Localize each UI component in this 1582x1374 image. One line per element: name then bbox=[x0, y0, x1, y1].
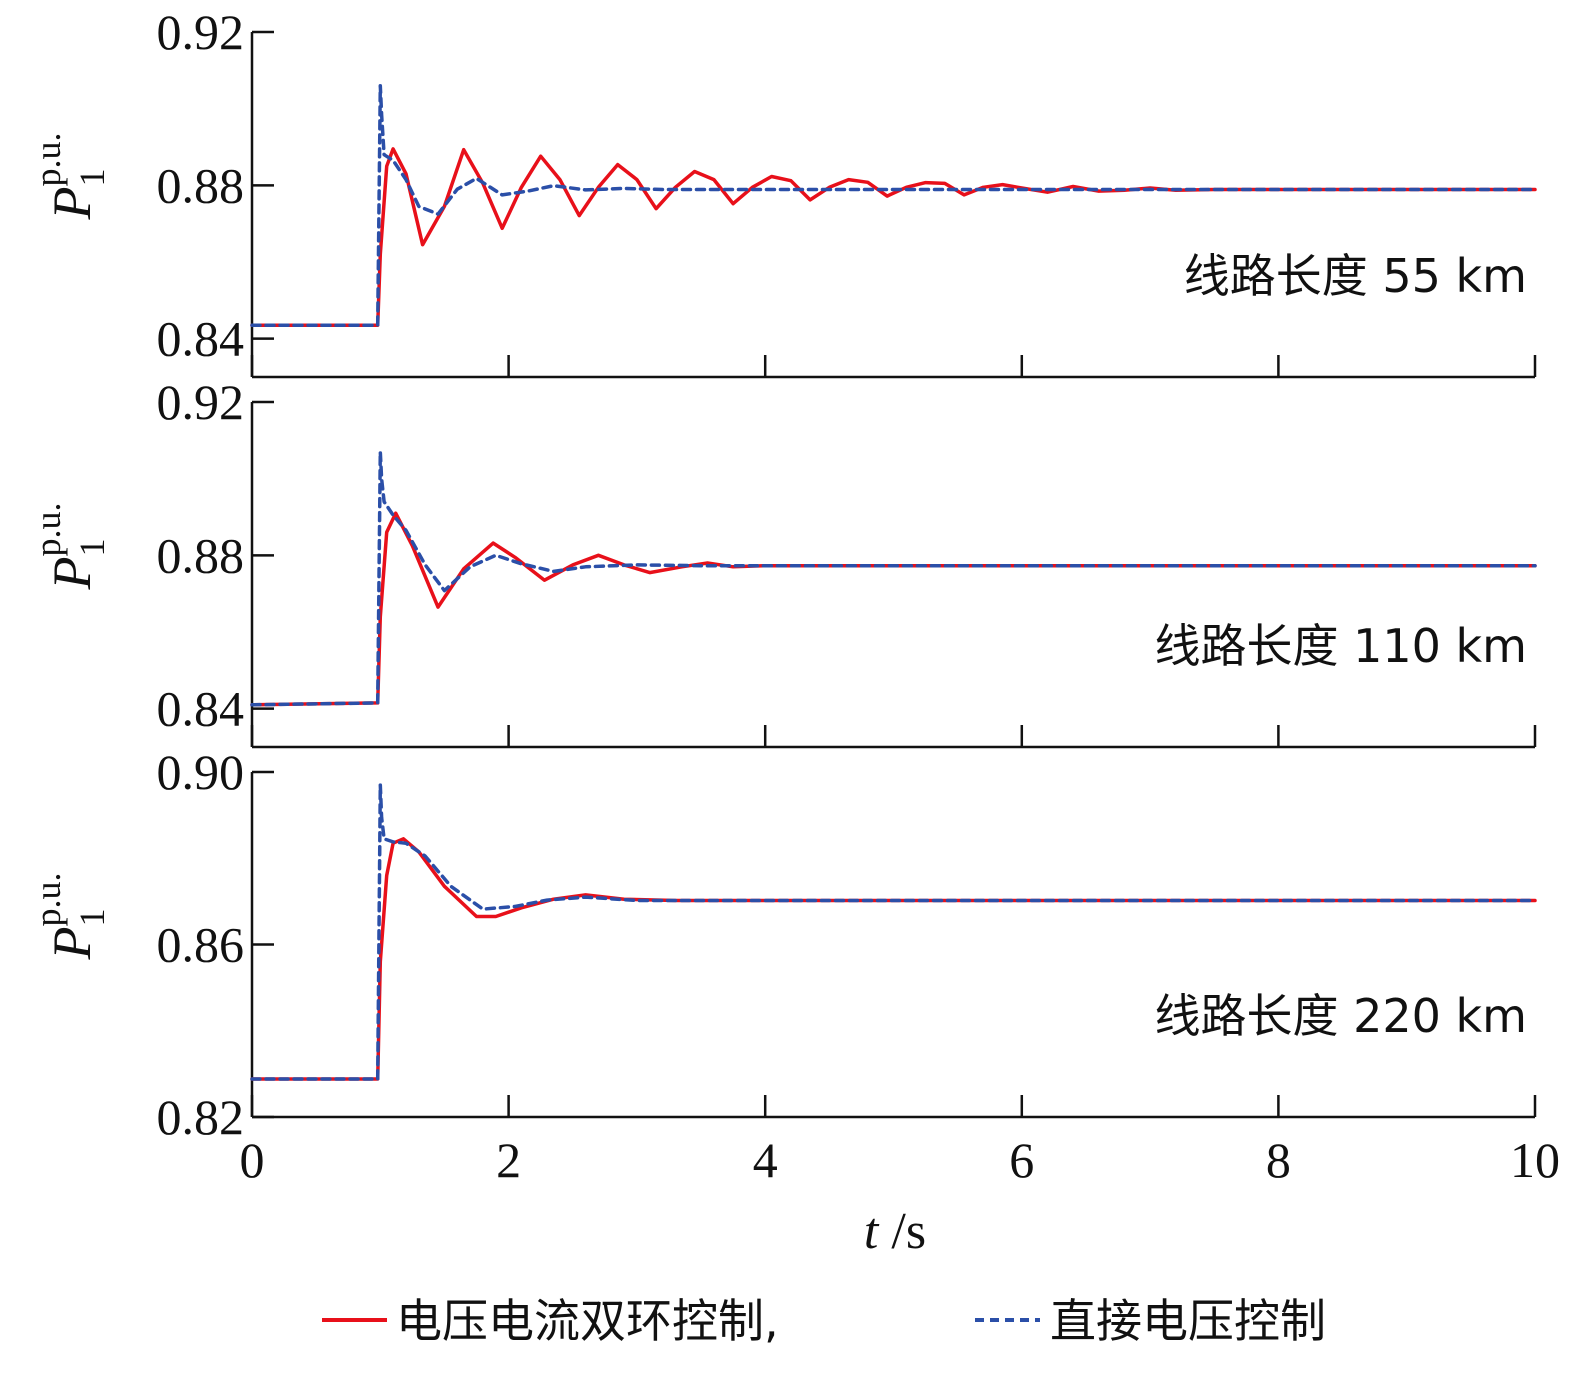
series-line-dashed bbox=[250, 83, 1537, 327]
x-tick-label: 6 bbox=[1009, 1132, 1034, 1188]
panel-0: 0.84 0.88 0.92 P1p.u. 线路长度 55 km bbox=[28, 4, 1537, 379]
y-axis-label-sup: p.u. bbox=[28, 503, 68, 557]
panel-2: 0.82 0.86 0.90 0 2 4 6 8 10 P1p.u. 线路长度 220 km bbox=[28, 744, 1560, 1188]
x-tick-label: 10 bbox=[1510, 1132, 1560, 1188]
x-tick-label: 4 bbox=[753, 1132, 778, 1188]
y-axis-label-base: P bbox=[42, 557, 102, 591]
panel-1: 0.84 0.88 0.92 P1p.u. 线路长度 110 km bbox=[28, 374, 1537, 749]
x-tick-label: 2 bbox=[496, 1132, 521, 1188]
y-axis-label-sub: 1 bbox=[72, 539, 112, 557]
y-tick-label: 0.88 bbox=[157, 157, 245, 213]
panel-annotation: 线路长度 110 km bbox=[1155, 619, 1528, 673]
y-tick-label: 0.88 bbox=[157, 527, 245, 583]
y-axis-label: P1p.u. bbox=[28, 503, 112, 591]
x-axis-label-unit: /s bbox=[878, 1203, 926, 1260]
panel-annotation: 线路长度 220 km bbox=[1155, 989, 1528, 1043]
series-line-dashed bbox=[250, 450, 1537, 707]
y-axis-label-base: P bbox=[42, 927, 102, 961]
x-axis-label-var: t bbox=[864, 1203, 880, 1260]
panel-annotation: 线路长度 55 km bbox=[1184, 249, 1527, 303]
y-axis-label-sup: p.u. bbox=[28, 873, 68, 927]
y-tick-label: 0.84 bbox=[157, 681, 245, 737]
x-tick-label: 0 bbox=[240, 1132, 265, 1188]
y-axis-label: P1p.u. bbox=[28, 133, 112, 221]
y-axis-label-base: P bbox=[42, 187, 102, 221]
y-tick-label: 0.84 bbox=[157, 311, 245, 367]
y-axis-label-sub: 1 bbox=[72, 169, 112, 187]
legend-label-0: 电压电流双环控制, bbox=[396, 1294, 779, 1348]
y-tick-label: 0.90 bbox=[157, 744, 245, 800]
legend-label-1: 直接电压控制 bbox=[1050, 1294, 1326, 1348]
series-line-dashed bbox=[250, 783, 1537, 1081]
x-tick-label: 8 bbox=[1266, 1132, 1291, 1188]
legend: 电压电流双环控制, 直接电压控制 bbox=[322, 1294, 1326, 1348]
y-tick-label: 0.92 bbox=[157, 4, 245, 60]
y-tick-label: 0.92 bbox=[157, 374, 245, 430]
y-tick-label: 0.82 bbox=[157, 1089, 245, 1145]
y-axis-label: P1p.u. bbox=[28, 873, 112, 961]
y-tick-label: 0.86 bbox=[157, 917, 245, 973]
y-axis-label-sub: 1 bbox=[72, 909, 112, 927]
x-axis-label: t /s bbox=[864, 1203, 926, 1260]
series-line-solid bbox=[250, 511, 1537, 707]
y-axis-label-sup: p.u. bbox=[28, 133, 68, 187]
series-line-solid bbox=[250, 147, 1537, 327]
